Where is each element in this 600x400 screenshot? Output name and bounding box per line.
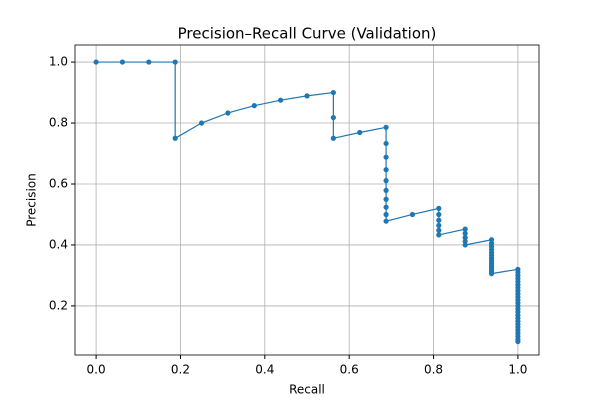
point xyxy=(225,110,231,116)
point xyxy=(436,211,442,218)
point xyxy=(409,211,416,218)
y-axis-label: Precision xyxy=(25,173,39,227)
point xyxy=(436,205,442,211)
point xyxy=(436,227,442,233)
point xyxy=(488,271,495,277)
x-tick-label: 0.0 xyxy=(87,363,106,377)
point xyxy=(383,187,389,193)
point xyxy=(462,235,468,241)
y-tick-label: 1.0 xyxy=(49,55,68,69)
point xyxy=(383,211,389,218)
point xyxy=(436,222,442,229)
point xyxy=(383,167,389,173)
point xyxy=(488,237,495,243)
x-tick-label: 1.0 xyxy=(508,363,527,377)
point xyxy=(304,93,310,99)
point xyxy=(119,59,126,65)
x-tick-label: 0.8 xyxy=(424,363,443,377)
point xyxy=(383,196,389,202)
x-tick-label: 0.4 xyxy=(255,363,274,377)
point xyxy=(383,178,389,184)
point xyxy=(383,154,389,160)
point xyxy=(515,338,521,345)
point xyxy=(172,135,178,141)
point xyxy=(172,59,178,65)
point xyxy=(330,114,336,121)
point xyxy=(383,140,389,147)
point xyxy=(462,230,468,236)
y-tick-label: 0.6 xyxy=(49,176,68,190)
point xyxy=(436,232,442,238)
point xyxy=(462,242,468,248)
x-axis-label: Recall xyxy=(289,383,325,397)
point xyxy=(93,59,99,65)
x-tick-label: 0.2 xyxy=(171,363,190,377)
y-tick-label: 0.4 xyxy=(49,237,68,251)
plot-frame xyxy=(74,44,540,356)
point xyxy=(383,124,389,130)
y-tick-label: 0.2 xyxy=(49,298,68,312)
point xyxy=(383,204,389,210)
y-tick-label: 0.8 xyxy=(49,116,68,130)
point xyxy=(436,217,442,223)
point xyxy=(462,226,468,232)
point xyxy=(330,89,336,96)
point xyxy=(462,238,468,244)
point xyxy=(146,59,152,65)
x-tick-label: 0.6 xyxy=(340,363,359,377)
point xyxy=(251,103,257,109)
point xyxy=(198,120,205,126)
point xyxy=(383,218,389,224)
point xyxy=(330,135,336,141)
point xyxy=(357,129,363,136)
point xyxy=(278,97,284,103)
chart-title: Precision–Recall Curve (Validation) xyxy=(178,25,437,43)
